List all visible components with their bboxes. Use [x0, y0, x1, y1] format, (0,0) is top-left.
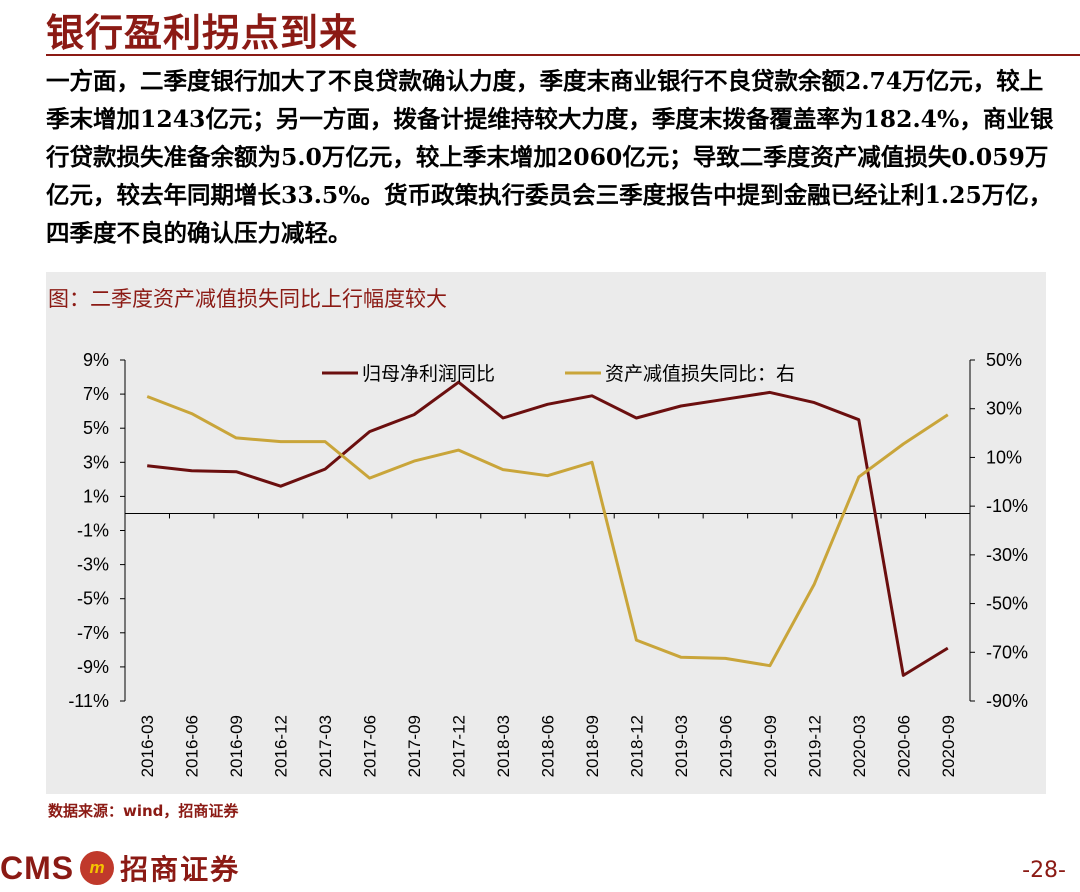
series-line-1 — [147, 380, 949, 677]
x-axis-tick-label: 2017-12 — [450, 715, 469, 777]
left-axis-tick-label: 1% — [83, 486, 109, 506]
right-axis-tick-label: -10% — [986, 496, 1028, 516]
left-axis-tick-label: -3% — [77, 555, 109, 575]
company-logo: CMS m 招商证券 — [0, 848, 240, 888]
x-axis-tick-label: 2020-09 — [939, 715, 958, 777]
x-axis-tick-label: 2016-03 — [138, 715, 157, 777]
left-axis-tick-label: 5% — [83, 418, 109, 438]
x-axis-tick-label: 2018-09 — [583, 715, 602, 777]
x-axis-tick-label: 2017-06 — [361, 715, 380, 777]
chart-title: 图：二季度资产减值损失同比上行幅度较大 — [48, 287, 447, 311]
left-axis-tick-label: 9% — [83, 350, 109, 370]
x-axis-tick-label: 2020-03 — [850, 715, 869, 777]
right-axis-tick-label: 30% — [986, 399, 1022, 419]
right-axis-tick-label: 10% — [986, 447, 1022, 467]
right-axis-tick-label: 50% — [986, 350, 1022, 370]
title-divider — [46, 54, 1080, 56]
x-axis-tick-label: 2018-06 — [539, 715, 558, 777]
x-axis-tick-label: 2017-03 — [316, 715, 335, 777]
x-axis-tick-label: 2019-12 — [805, 715, 824, 777]
series-line-2 — [146, 395, 949, 668]
left-axis-tick-label: -9% — [77, 657, 109, 677]
x-axis-tick-label: 2016-12 — [272, 715, 291, 777]
left-axis-tick-label: -5% — [77, 589, 109, 609]
right-axis-tick-label: -70% — [986, 642, 1028, 662]
legend-label-2: 资产减值损失同比：右 — [605, 363, 795, 385]
right-axis-tick-label: -50% — [986, 594, 1028, 614]
legend-label-1: 归母净利润同比 — [362, 363, 495, 385]
left-axis-tick-label: -1% — [77, 521, 109, 541]
right-axis-tick-label: -30% — [986, 545, 1028, 565]
x-axis-tick-label: 2020-06 — [894, 715, 913, 777]
data-source: 数据来源：wind，招商证券 — [48, 802, 239, 820]
left-axis-tick-label: 3% — [83, 452, 109, 472]
x-axis-tick-label: 2019-06 — [716, 715, 735, 777]
left-axis-tick-label: -11% — [68, 691, 109, 711]
right-axis-tick-label: -90% — [986, 691, 1028, 711]
x-axis-tick-label: 2019-03 — [672, 715, 691, 777]
body-paragraph: 一方面，二季度银行加大了不良贷款确认力度，季度末商业银行不良贷款余额2.74万亿… — [46, 67, 1054, 247]
x-axis-tick-label: 2018-12 — [627, 715, 646, 777]
page-title: 银行盈利拐点到来 — [46, 10, 359, 55]
x-axis-tick-label: 2016-06 — [183, 715, 202, 777]
logo-brand: CMS — [0, 849, 75, 886]
page-number: -28- — [1022, 858, 1066, 883]
left-axis-tick-label: 7% — [83, 384, 109, 404]
logo-company-name: 招商证券 — [120, 853, 241, 886]
x-axis-tick-label: 2017-09 — [405, 715, 424, 777]
x-axis-tick-label: 2018-03 — [494, 715, 513, 777]
x-axis-tick-label: 2019-09 — [761, 715, 780, 777]
logo-emblem-icon: m — [80, 851, 115, 885]
left-axis-tick-label: -7% — [77, 623, 109, 643]
x-axis-tick-label: 2016-09 — [227, 715, 246, 777]
